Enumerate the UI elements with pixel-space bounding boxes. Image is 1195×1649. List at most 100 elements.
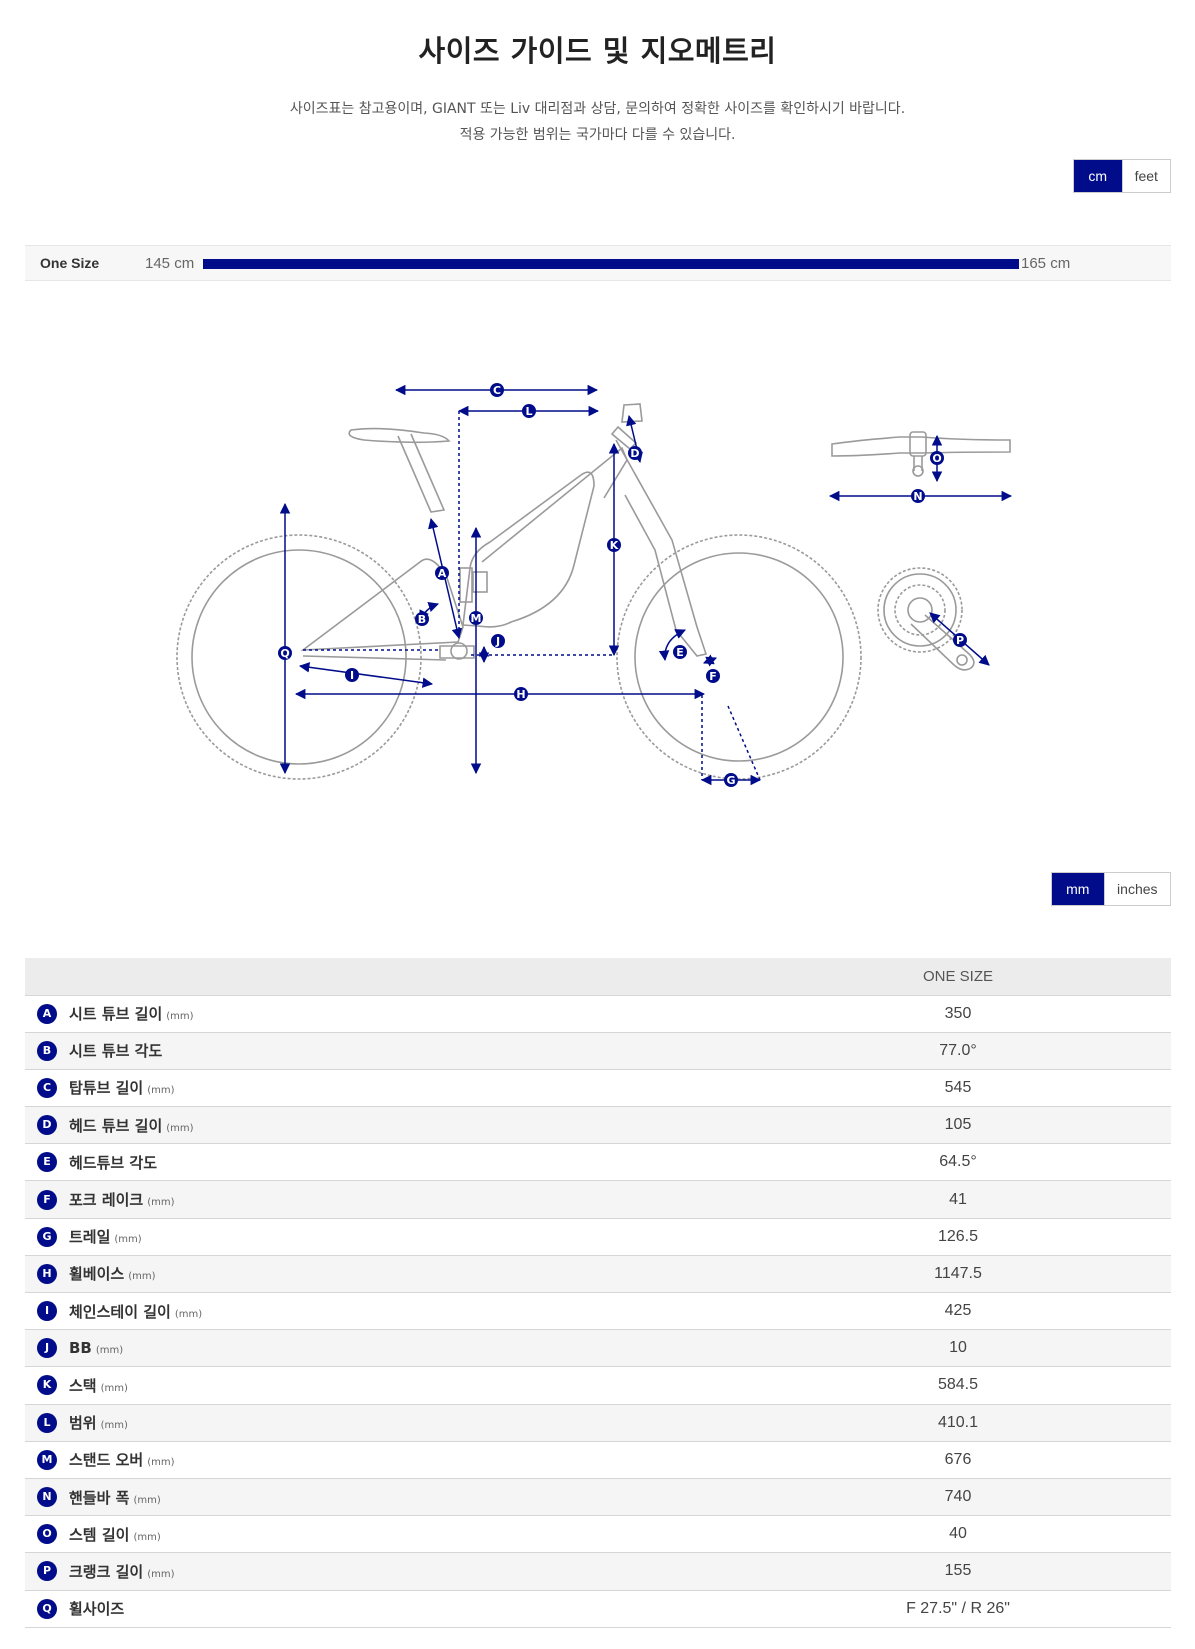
- row-label-text: 범위: [69, 1414, 97, 1433]
- row-label: 크랭크 길이 (mm): [69, 1561, 175, 1582]
- row-label-text: 스탠드 오버: [69, 1451, 144, 1470]
- callout-c: C: [490, 383, 504, 397]
- row-label-text: 휠사이즈: [69, 1600, 125, 1619]
- callout-h: H: [514, 687, 528, 701]
- table-row: O 스템 길이 (mm) 40: [25, 1515, 1171, 1554]
- row-unit: (mm): [174, 1308, 203, 1320]
- row-label: 트레일 (mm): [69, 1226, 142, 1247]
- row-unit: (mm): [100, 1420, 128, 1432]
- table-header-one-size: ONE SIZE: [745, 958, 1171, 996]
- row-label-text: 트레일: [69, 1228, 111, 1247]
- row-label: 시트 튜브 길이 (mm): [69, 1003, 194, 1024]
- row-key-badge: K: [37, 1375, 57, 1396]
- geometry-table: ONE SIZE A 시트 튜브 길이 (mm) 350 B 시트 튜브 각도 77.0° C…: [25, 958, 1171, 1628]
- callout-k-label: K: [610, 539, 619, 552]
- row-label-text: 스템 길이: [69, 1525, 130, 1544]
- row-label-cell: N 핸들바 폭 (mm): [25, 1478, 745, 1517]
- row-label-text: 휠베이스: [69, 1265, 125, 1284]
- row-value: 740: [745, 1478, 1171, 1517]
- callout-g-label: G: [726, 774, 735, 787]
- row-label: 체인스테이 길이 (mm): [69, 1301, 202, 1322]
- row-unit: (mm): [147, 1457, 175, 1469]
- callout-p-label: P: [956, 634, 964, 647]
- row-value: 77.0°: [745, 1032, 1171, 1070]
- row-value: 105: [745, 1106, 1171, 1145]
- unit-inches-button[interactable]: inches: [1103, 873, 1170, 905]
- row-label-cell: M 스탠드 오버 (mm): [25, 1441, 745, 1479]
- table-row: D 헤드 튜브 길이 (mm) 105: [25, 1106, 1171, 1145]
- row-label: 스택 (mm): [69, 1375, 128, 1396]
- row-unit: (mm): [147, 1085, 175, 1097]
- bike-drawing: [176, 403, 862, 780]
- row-label: 핸들바 폭 (mm): [69, 1487, 161, 1508]
- callout-g: G: [724, 773, 738, 787]
- table-row: P 크랭크 길이 (mm) 155: [25, 1552, 1171, 1591]
- row-value: 584.5: [745, 1366, 1171, 1405]
- row-label-text: 헤드 튜브 길이: [69, 1116, 163, 1135]
- unit-cm-button[interactable]: cm: [1074, 160, 1122, 192]
- row-unit: (mm): [100, 1382, 128, 1394]
- row-unit: (mm): [114, 1234, 142, 1246]
- unit-feet-button[interactable]: feet: [1121, 160, 1170, 192]
- bike-geometry-diagram: C L D K A M B J Q E I F H G O N P: [176, 383, 1013, 787]
- row-label-text: 크랭크 길이: [69, 1562, 144, 1581]
- row-unit: (mm): [147, 1197, 175, 1209]
- table-row: G 트레일 (mm) 126.5: [25, 1218, 1171, 1256]
- row-unit: (mm): [133, 1531, 161, 1543]
- table-row: I 체인스테이 길이 (mm) 425: [25, 1292, 1171, 1331]
- row-label: 헤드튜브 각도: [69, 1152, 161, 1173]
- callout-a-label: A: [438, 567, 447, 580]
- row-key-badge: H: [37, 1263, 57, 1284]
- row-unit: (mm): [166, 1122, 194, 1134]
- size-range-bar: [203, 259, 1019, 269]
- row-key-badge: I: [37, 1301, 57, 1322]
- row-value: 126.5: [745, 1218, 1171, 1256]
- table-row: B 시트 튜브 각도 77.0°: [25, 1032, 1171, 1070]
- row-key-badge: G: [37, 1226, 57, 1247]
- row-key-badge: M: [37, 1449, 57, 1470]
- row-label: 스템 길이 (mm): [69, 1524, 161, 1545]
- row-key-badge: P: [37, 1561, 57, 1582]
- dimension-lines: [279, 384, 1013, 786]
- row-key-badge: J: [37, 1338, 57, 1359]
- callout-p: P: [953, 633, 967, 647]
- callout-o-label: O: [932, 452, 941, 465]
- row-key-badge: N: [37, 1487, 57, 1508]
- callout-b-label: B: [418, 613, 426, 626]
- row-key-badge: D: [37, 1115, 57, 1136]
- row-label: 휠베이스 (mm): [69, 1263, 156, 1284]
- unit-mm-button[interactable]: mm: [1052, 873, 1104, 905]
- row-label: 시트 튜브 각도: [69, 1040, 166, 1061]
- row-unit: (mm): [166, 1011, 194, 1023]
- table-header-label: [25, 958, 745, 996]
- table-row: K 스택 (mm) 584.5: [25, 1366, 1171, 1405]
- row-value: 1147.5: [745, 1255, 1171, 1294]
- row-unit: (mm): [133, 1494, 161, 1506]
- size-range-fill: [203, 259, 1019, 269]
- row-key-badge: B: [37, 1040, 57, 1061]
- callout-o: O: [930, 451, 944, 465]
- row-value: 40: [745, 1515, 1171, 1554]
- callout-q: Q: [278, 646, 292, 660]
- callout-i: I: [345, 668, 359, 682]
- page-subtitle: 사이즈표는 참고용이며, GIANT 또는 Liv 대리점과 상담, 문의하여 …: [0, 96, 1195, 148]
- subtitle-line-1: 사이즈표는 참고용이며, GIANT 또는 Liv 대리점과 상담, 문의하여 …: [289, 101, 906, 117]
- row-unit: (mm): [147, 1568, 175, 1580]
- size-range-row: One Size 145 cm 165 cm: [25, 245, 1171, 281]
- callout-d: D: [628, 446, 642, 460]
- row-label-text: BB: [69, 1339, 92, 1358]
- callout-m: M: [469, 611, 483, 625]
- height-unit-toggle: cm feet: [1073, 159, 1171, 193]
- row-label: 휠사이즈: [69, 1598, 128, 1619]
- row-key-badge: E: [37, 1152, 57, 1173]
- callout-j: J: [491, 634, 505, 648]
- row-label-cell: O 스템 길이 (mm): [25, 1515, 745, 1554]
- row-label-text: 시트 튜브 길이: [69, 1005, 163, 1024]
- geometry-table-body: A 시트 튜브 길이 (mm) 350 B 시트 튜브 각도 77.0° C 탑튜브 길이 (mm…: [25, 995, 1171, 1628]
- callout-l-label: L: [525, 405, 532, 418]
- callout-m-label: M: [471, 612, 482, 625]
- row-label-cell: Q 휠사이즈: [25, 1590, 745, 1628]
- callout-n-label: N: [913, 490, 922, 503]
- row-unit: (mm): [128, 1271, 156, 1283]
- table-row: F 포크 레이크 (mm) 41: [25, 1180, 1171, 1219]
